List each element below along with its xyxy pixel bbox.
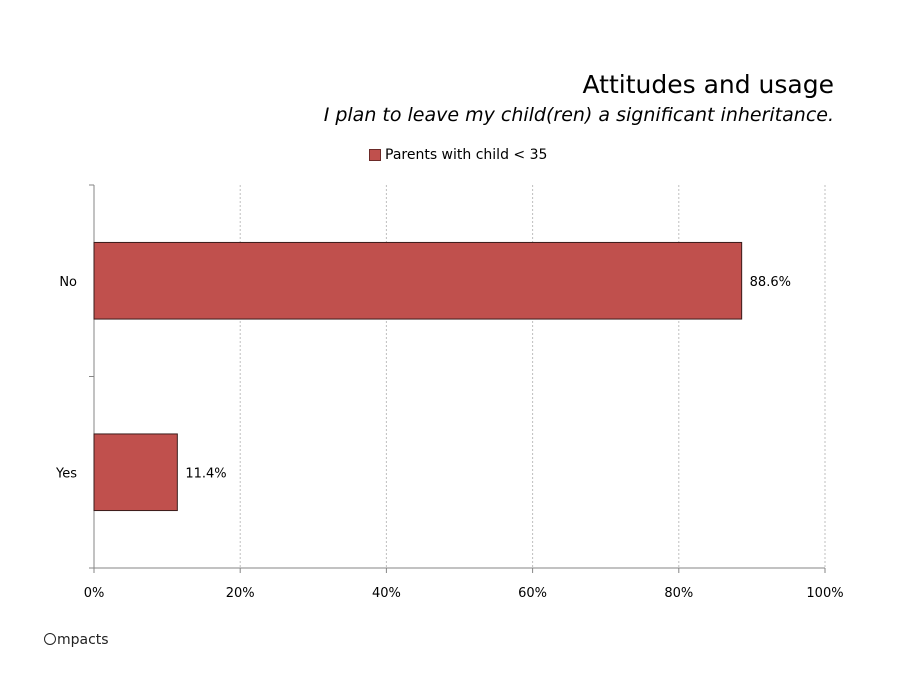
logo-icon: [44, 633, 56, 645]
x-tick-label: 80%: [664, 586, 693, 601]
x-tick-label: 40%: [372, 586, 401, 601]
legend-label: Parents with child < 35: [385, 147, 548, 163]
chart-subtitle: I plan to leave my child(ren) a signific…: [323, 104, 834, 126]
x-tick-label: 60%: [518, 586, 547, 601]
brand-text: mpacts: [57, 632, 109, 648]
x-tick-label: 20%: [226, 586, 255, 601]
legend: Parents with child < 35: [369, 147, 547, 163]
chart-title: Attitudes and usage: [582, 70, 834, 99]
impacts-logo: mpacts: [44, 632, 109, 648]
category-label: Yes: [55, 466, 77, 481]
bar-no: [93, 241, 743, 320]
data-label: 88.6%: [750, 275, 791, 290]
category-label: No: [59, 275, 77, 290]
x-tick-label: 0%: [84, 586, 105, 601]
data-label: 11.4%: [185, 466, 226, 481]
bar-yes: [93, 433, 178, 512]
x-tick-label: 100%: [806, 586, 843, 601]
legend-swatch: [369, 149, 381, 161]
